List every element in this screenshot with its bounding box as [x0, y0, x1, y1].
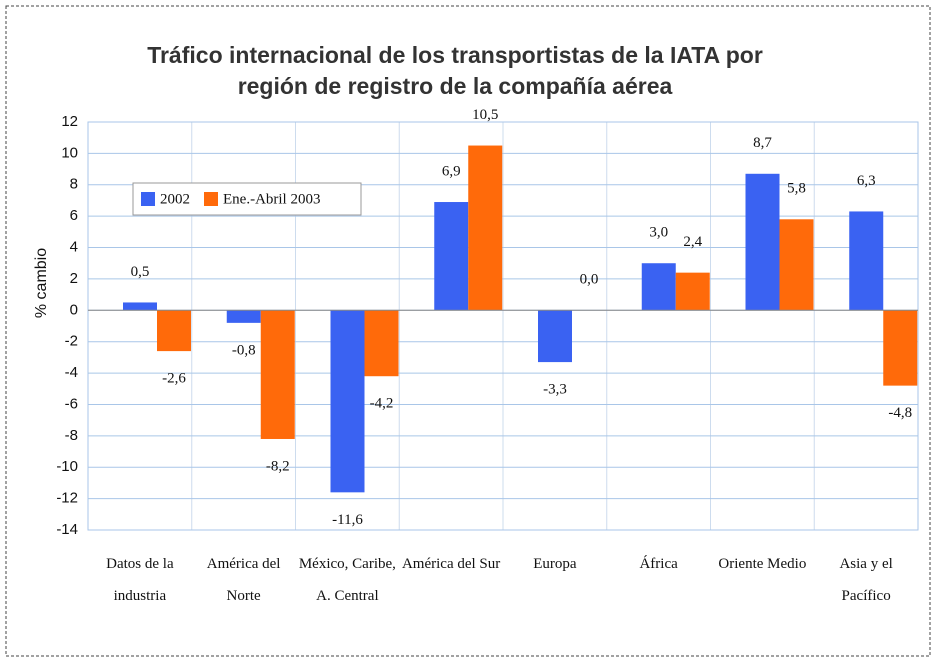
bar: [468, 145, 503, 311]
value-label: 2,4: [683, 234, 702, 250]
y-tick-label: 8: [70, 176, 78, 193]
y-tick-label: -2: [65, 333, 78, 350]
value-label: 0,0: [580, 272, 599, 288]
value-label: -2,6: [162, 371, 186, 387]
y-tick-label: 10: [61, 144, 78, 161]
x-tick-label: México, Caribe, A. Central: [298, 556, 396, 604]
x-tick-label: América del Sur: [401, 556, 501, 572]
y-tick-label: 0: [70, 301, 78, 318]
y-tick-label: -14: [56, 521, 78, 538]
value-label: -0,8: [232, 342, 256, 358]
x-tick-label: Europa: [533, 556, 577, 572]
x-tick-label: Asia y el Pacífico: [839, 556, 893, 604]
bar: [641, 263, 676, 311]
bar: [260, 310, 295, 439]
y-tick-label: 6: [70, 207, 78, 224]
value-label: -3,3: [543, 382, 567, 398]
value-label: 6,9: [442, 163, 461, 179]
y-tick-label: -8: [65, 427, 78, 444]
bar: [849, 211, 884, 311]
y-tick-label: -10: [56, 458, 78, 475]
bar: [538, 310, 572, 363]
value-label: 3,0: [649, 225, 668, 241]
legend-box: [132, 182, 362, 216]
bar: [883, 310, 918, 386]
x-tick-label: Oriente Medio: [718, 556, 807, 572]
bar: [364, 310, 399, 377]
y-tick-label: -6: [65, 395, 78, 412]
bar: [226, 310, 261, 323]
y-tick-label: 2: [70, 270, 78, 287]
bar: [330, 310, 365, 493]
y-tick-label: 12: [61, 113, 78, 130]
value-label: 0,5: [131, 264, 150, 280]
value-label: 6,3: [857, 173, 876, 189]
x-tick-label: América del Norte: [206, 556, 281, 604]
bar: [745, 173, 780, 311]
legend-swatch: [204, 192, 218, 206]
x-tick-label: Datos de la industria: [106, 556, 174, 604]
y-tick-label: -4: [65, 364, 78, 381]
legend-swatch: [141, 192, 155, 206]
x-tick-label: África: [639, 556, 678, 572]
bar: [123, 302, 157, 311]
bar: [434, 202, 469, 311]
value-label: -4,8: [888, 405, 912, 421]
value-label: -11,6: [332, 512, 363, 528]
frame: [5, 5, 931, 657]
value-label: 10,5: [472, 107, 498, 123]
value-label: -4,2: [370, 396, 394, 412]
value-label: -8,2: [266, 458, 290, 474]
legend-label: Ene.-Abril 2003: [223, 191, 320, 207]
value-label: 5,8: [787, 181, 806, 197]
y-axis-label: % cambio: [33, 248, 50, 318]
bar: [779, 219, 814, 311]
value-label: 8,7: [753, 135, 772, 151]
legend-label: 2002: [160, 191, 190, 207]
chart-title: Tráfico internacional de los transportis…: [147, 42, 763, 99]
y-tick-label: -12: [56, 490, 78, 507]
bar: [157, 310, 191, 352]
bar: [675, 272, 710, 311]
y-tick-label: 4: [70, 239, 78, 256]
